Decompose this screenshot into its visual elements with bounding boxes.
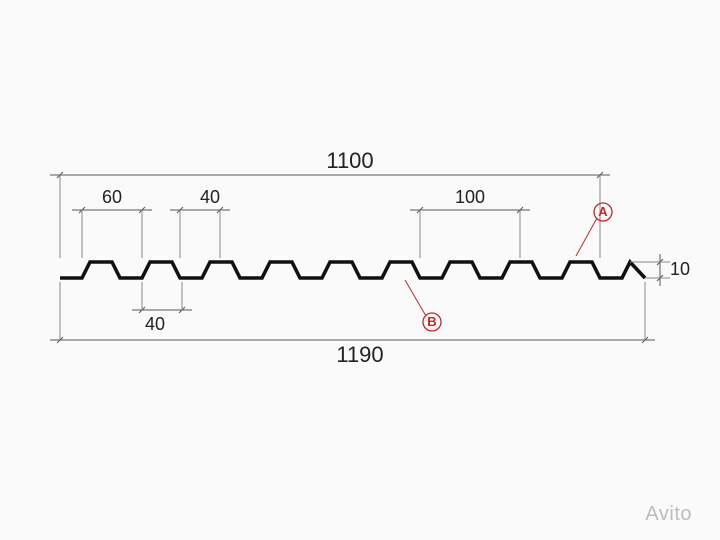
dim-height-10: 10 [670, 259, 690, 279]
dim-60: 60 [102, 187, 122, 207]
marker-b-label: B [427, 314, 436, 329]
technical-drawing: 1100 1190 60 40 100 40 10 A B [0, 0, 720, 540]
dim-40-bottom: 40 [145, 314, 165, 334]
watermark: Avito [645, 503, 692, 526]
dim-100: 100 [455, 187, 485, 207]
dim-40-top: 40 [200, 187, 220, 207]
profile-outline [60, 262, 645, 278]
dim-top-width: 1100 [326, 148, 373, 173]
dim-bottom-width: 1190 [336, 342, 383, 367]
marker-a-label: A [598, 204, 608, 219]
